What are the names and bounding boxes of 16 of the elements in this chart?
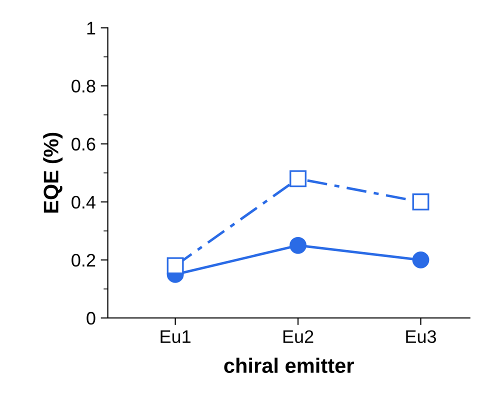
y-tick-label: 0.8 [72, 80, 96, 93]
point [290, 236, 306, 254]
y-axis-title: EQE (%) [43, 132, 63, 213]
x-tick-label: Eu3 [406, 330, 436, 344]
y-tick-label: 0.6 [72, 138, 96, 151]
y-tick-label: 0.4 [72, 196, 96, 209]
x-axis-title: chiral emitter [224, 358, 354, 374]
x-tick-label: Eu2 [283, 330, 314, 344]
point [412, 251, 430, 268]
x-tick-label: Eu1 [160, 330, 190, 344]
point [166, 257, 184, 274]
point [290, 170, 306, 188]
y-tick-label: 0 [86, 312, 96, 325]
point [412, 193, 430, 210]
y-tick-label: 1 [87, 22, 96, 34]
y-tick-label: 0.2 [72, 254, 96, 267]
